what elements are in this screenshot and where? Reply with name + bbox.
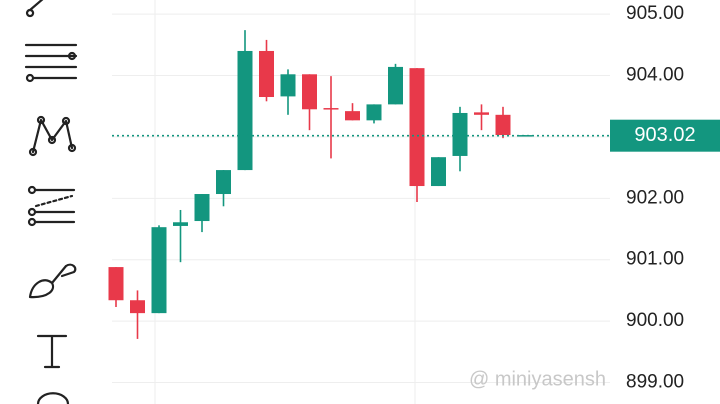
candle-body [474, 112, 489, 115]
last-price-box [610, 119, 720, 152]
brush-tool-icon[interactable] [28, 263, 77, 299]
candle-body [108, 267, 124, 301]
y-tick-label: 899.00 [626, 372, 684, 393]
y-tick-label: 904.00 [626, 65, 684, 86]
y-tick-label: 902.00 [626, 187, 684, 208]
y-tick-label: 901.00 [626, 249, 684, 270]
last-price-label: 903.02 [634, 124, 695, 146]
candle-body [388, 66, 403, 105]
more-tool-icon[interactable] [36, 392, 70, 404]
line-tool-icon[interactable] [25, 0, 44, 18]
candle-body [495, 114, 511, 136]
text-tool-icon[interactable] [36, 334, 68, 369]
toolbar[interactable] [24, 0, 78, 404]
y-tick-label: 900.00 [626, 310, 684, 331]
candle-body [280, 74, 296, 97]
candle-body [517, 135, 532, 137]
candle-body [345, 111, 360, 121]
y-tick-label: 905.00 [626, 3, 684, 24]
candle-body [431, 157, 446, 187]
candle-body [409, 68, 425, 187]
candle-body [259, 50, 274, 98]
candle-body [366, 104, 382, 121]
watermark: @ miniyasensh [469, 368, 606, 390]
candle-body [194, 194, 210, 222]
fib-tool-icon[interactable] [24, 43, 78, 83]
candle-body [130, 300, 145, 314]
candle-body [216, 170, 231, 195]
candle-body [452, 112, 468, 156]
candle-body [151, 227, 167, 314]
candle-body [237, 50, 253, 171]
candle-body [302, 74, 317, 110]
candle-body [173, 222, 188, 226]
pattern-tool-icon[interactable] [28, 115, 77, 157]
projection-tool-icon[interactable] [27, 185, 76, 227]
candle-body [323, 108, 339, 110]
